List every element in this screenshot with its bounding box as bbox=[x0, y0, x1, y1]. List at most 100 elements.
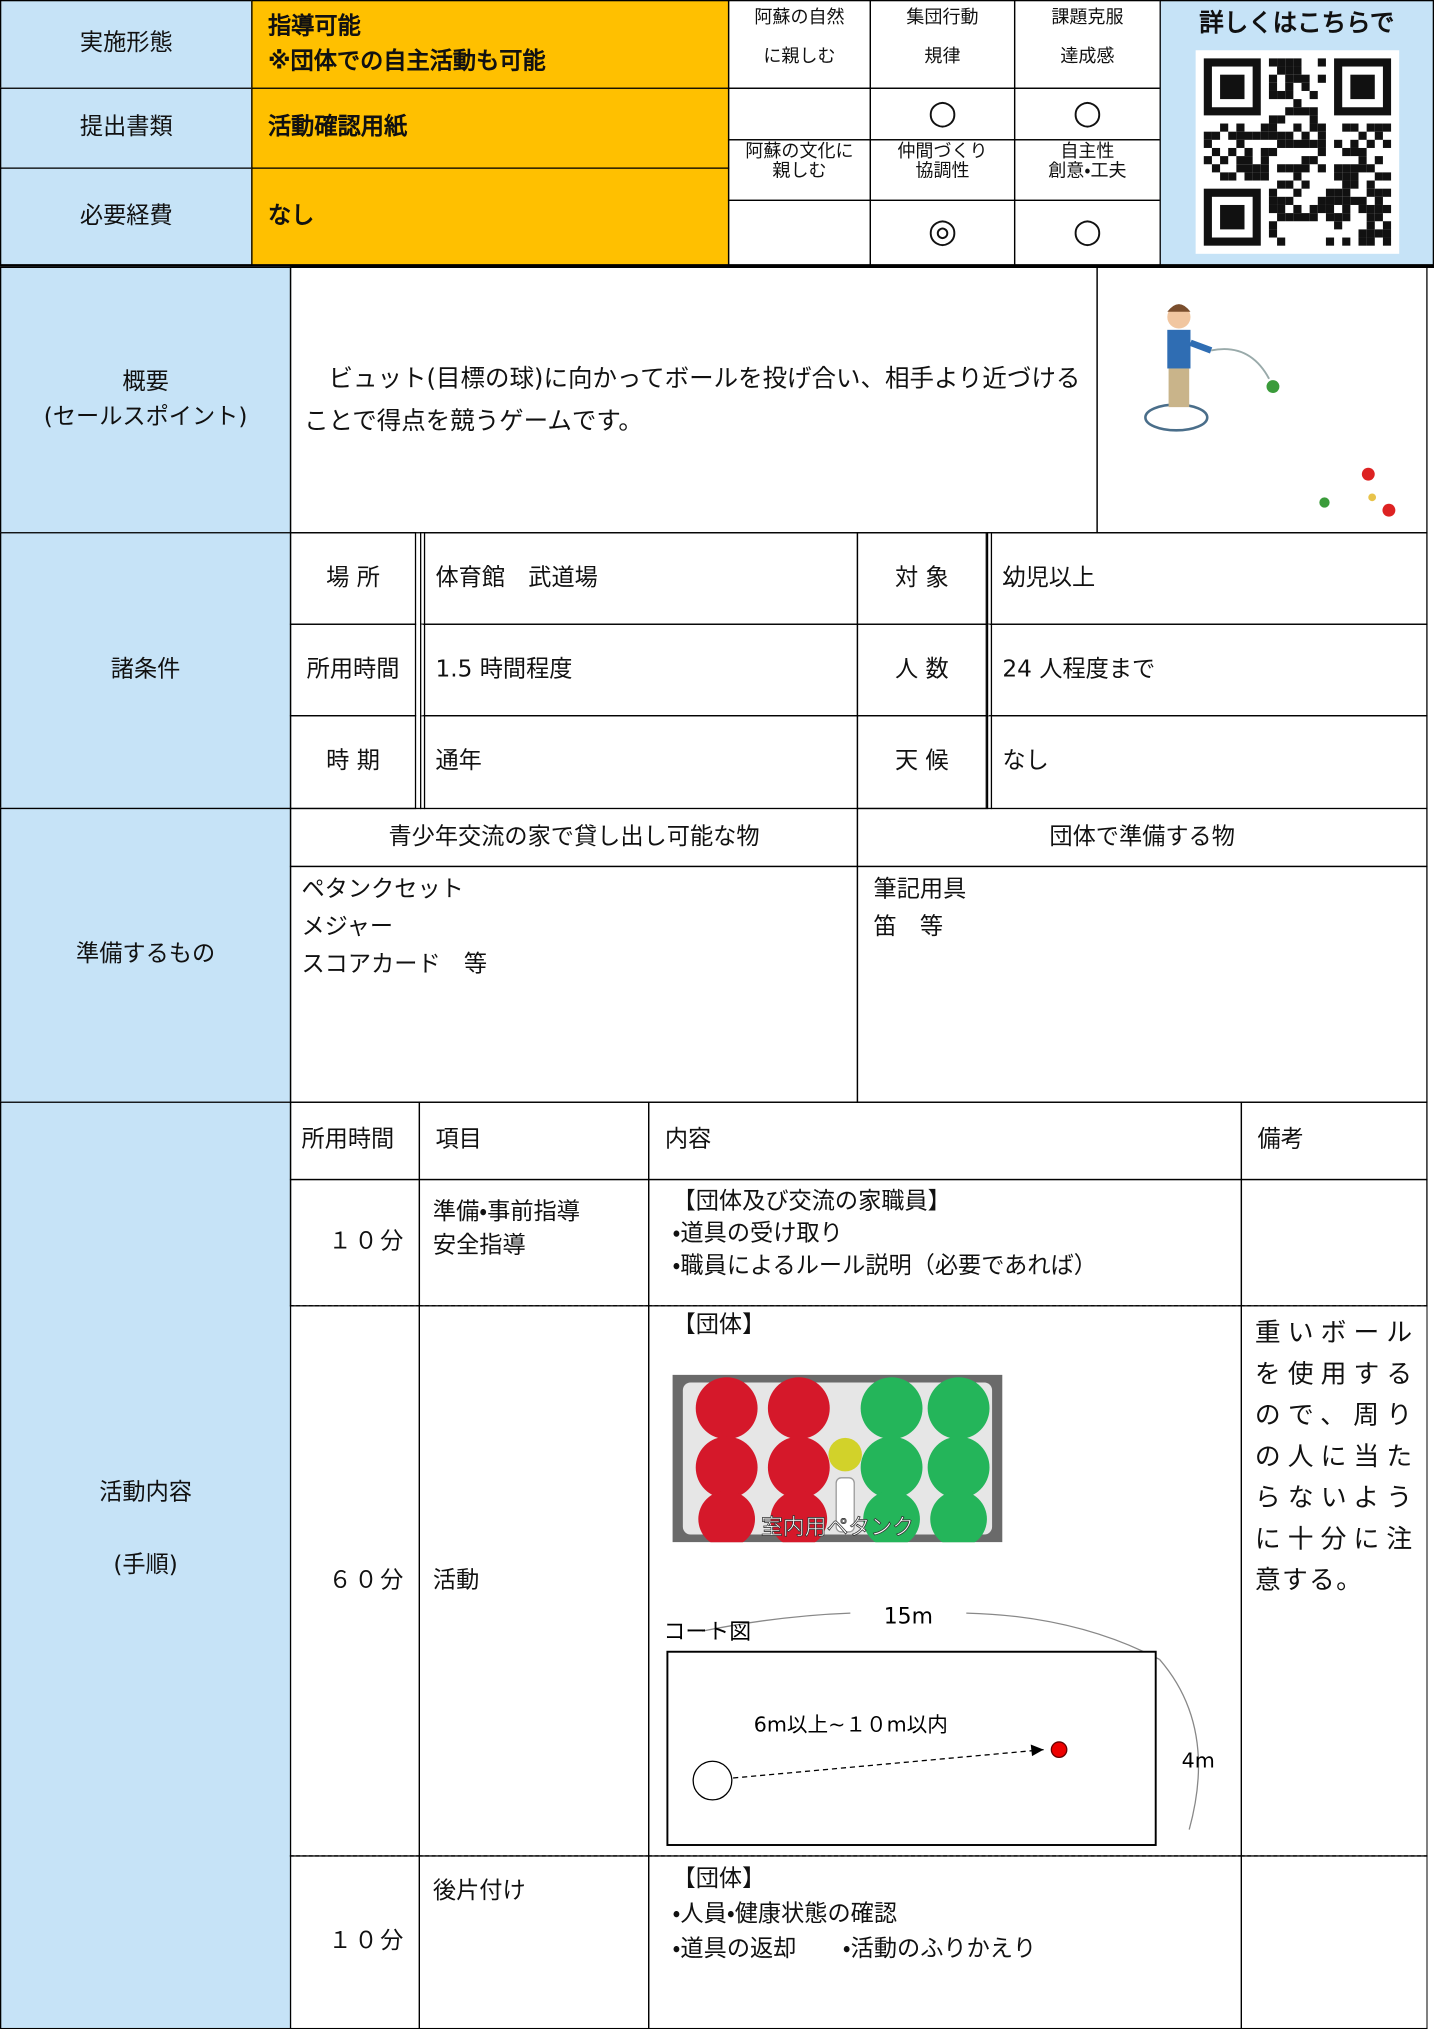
condition-value: なし bbox=[986, 715, 1428, 810]
divider bbox=[0, 264, 1434, 268]
qr-module bbox=[1374, 122, 1383, 132]
qr-module bbox=[1333, 220, 1342, 229]
qr-module bbox=[1382, 188, 1391, 197]
goal: 自主性 創意・工夫 bbox=[1013, 139, 1161, 201]
illustration bbox=[1143, 303, 1395, 517]
qr-module bbox=[1292, 122, 1301, 132]
qr-module bbox=[1374, 155, 1383, 164]
goal: 阿蘇の自然 に親しむ bbox=[727, 0, 871, 89]
qr-module bbox=[1341, 188, 1350, 197]
text: 安全指導 bbox=[432, 1231, 526, 1259]
qr-module bbox=[1284, 106, 1293, 115]
qr-module bbox=[1333, 196, 1342, 205]
qr-module bbox=[1284, 196, 1293, 205]
qr-module bbox=[1382, 228, 1391, 237]
qr-module bbox=[1365, 179, 1375, 189]
condition-value: 通年 bbox=[420, 715, 859, 810]
text: 【団体】 bbox=[672, 1311, 766, 1339]
item: 準備・事前指導 安全指導 bbox=[418, 1178, 650, 1307]
condition-value: 幼児以上 bbox=[986, 532, 1428, 625]
qr-module bbox=[1243, 147, 1252, 156]
qr-module bbox=[1251, 163, 1261, 172]
note: 重いボールを使用するので、周りの人に当たらないように十分に注意する。 bbox=[1240, 1305, 1428, 1857]
goal-mark bbox=[727, 199, 871, 267]
qr-module bbox=[1341, 122, 1350, 132]
text: 活動 bbox=[432, 1566, 480, 1594]
qr-module bbox=[1284, 74, 1293, 83]
qr-module bbox=[1317, 147, 1326, 156]
qr-module bbox=[1365, 163, 1375, 172]
qr-module bbox=[1341, 171, 1350, 180]
qr-module bbox=[1308, 204, 1318, 213]
qr-module bbox=[1341, 163, 1350, 172]
qr-module bbox=[1284, 65, 1293, 75]
qr-module bbox=[1292, 57, 1301, 66]
qr-module bbox=[1292, 74, 1301, 83]
qr-module bbox=[1317, 196, 1326, 205]
qr-module bbox=[1341, 236, 1350, 246]
text: 【団体及び交流の家職員】 bbox=[672, 1187, 951, 1215]
qr-module bbox=[1251, 171, 1261, 180]
qr-module bbox=[1341, 179, 1350, 189]
qr-module bbox=[1227, 171, 1236, 180]
qr-module bbox=[1227, 147, 1236, 156]
text: に親しむ bbox=[763, 46, 836, 68]
qr-module bbox=[1325, 212, 1334, 221]
qr-module bbox=[1235, 131, 1244, 140]
qr-module bbox=[1268, 228, 1277, 237]
qr-module bbox=[1317, 74, 1326, 83]
qr-module bbox=[1333, 188, 1342, 197]
qr-module bbox=[1268, 131, 1277, 140]
qr-module bbox=[1333, 171, 1342, 180]
qr-module bbox=[1349, 179, 1358, 189]
qr-module bbox=[1284, 90, 1293, 99]
qr-module bbox=[1325, 196, 1334, 205]
qr-module bbox=[1300, 179, 1309, 189]
qr-module bbox=[1349, 74, 1375, 99]
qr-module bbox=[1349, 196, 1358, 205]
qr-module bbox=[1268, 204, 1277, 213]
qr-module bbox=[1243, 171, 1252, 180]
text: ※団体での自主活動も可能 bbox=[267, 47, 546, 75]
qr-module bbox=[1276, 212, 1285, 221]
column-header: 内容 bbox=[648, 1101, 1243, 1181]
qr-module bbox=[1211, 131, 1220, 140]
condition-value: 1.5 時間程度 bbox=[420, 623, 859, 717]
qr-module bbox=[1382, 236, 1391, 246]
qr-module bbox=[1260, 122, 1269, 132]
qr-module bbox=[1365, 188, 1375, 197]
qr-module bbox=[1341, 196, 1350, 205]
qr-module bbox=[1284, 179, 1293, 189]
column-header: 項目 bbox=[418, 1101, 650, 1181]
text: 阿蘇の自然 bbox=[754, 7, 845, 29]
qr-module bbox=[1219, 122, 1228, 132]
qr-module bbox=[1357, 155, 1366, 164]
court-length: 15m bbox=[884, 1604, 933, 1629]
goal: 集団行動 規律 bbox=[869, 0, 1016, 89]
qr-module bbox=[1374, 196, 1383, 205]
qr-module bbox=[1292, 171, 1301, 180]
qr-module bbox=[1292, 163, 1301, 172]
list: 筆記用具笛 等 bbox=[856, 865, 1428, 1103]
time: １０分 bbox=[289, 1178, 421, 1307]
qr-module bbox=[1268, 90, 1277, 99]
goal-mark: ○ bbox=[869, 87, 1016, 141]
qr-module bbox=[1349, 163, 1358, 172]
qr-module bbox=[1365, 139, 1375, 148]
qr-module bbox=[1276, 204, 1285, 213]
qr-module bbox=[1333, 163, 1342, 172]
label: 提出書類 bbox=[0, 87, 253, 169]
text: 活動内容 bbox=[99, 1479, 192, 1507]
qr-module bbox=[1374, 228, 1383, 237]
qr-module bbox=[1235, 163, 1244, 172]
qr-module bbox=[1260, 171, 1269, 180]
condition-label: 天 候 bbox=[856, 715, 987, 810]
label: 諸条件 bbox=[0, 532, 292, 810]
qr-module bbox=[1365, 204, 1375, 213]
qr-module bbox=[1243, 155, 1252, 164]
goal: 阿蘇の文化に 親しむ bbox=[727, 139, 871, 201]
qr-module bbox=[1268, 196, 1277, 205]
text: 仲間づくり bbox=[897, 141, 988, 163]
qr-module bbox=[1374, 131, 1383, 140]
qr-module bbox=[1365, 220, 1375, 229]
